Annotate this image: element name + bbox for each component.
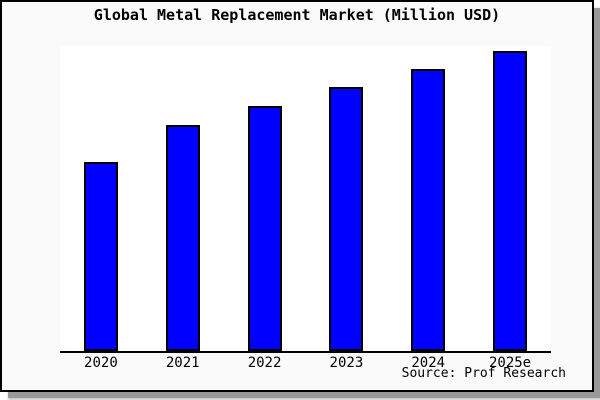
chart-title: Global Metal Replacement Market (Million… [93, 6, 501, 24]
x-tick-label-2020: 2020 [84, 355, 118, 371]
x-axis-labels: 2020 2021 2022 2023 2024 2025e [60, 355, 551, 371]
bar-slot [469, 46, 551, 351]
x-tick-label-2022: 2022 [247, 355, 282, 371]
bar-2022 [247, 106, 282, 351]
bar-2020 [83, 162, 118, 351]
bar-2025e [493, 51, 528, 351]
x-tick-label-2024: 2024 [411, 355, 446, 371]
bar-slot [142, 46, 224, 351]
x-tick-label-2021: 2021 [165, 355, 200, 371]
bar-slot [60, 46, 142, 351]
bar-2024 [411, 69, 446, 351]
source-credit: Source: Prof Research [401, 366, 566, 381]
chart-frame: Global Metal Replacement Market (Million… [0, 0, 594, 392]
bar-2023 [329, 87, 364, 351]
x-axis-line [60, 351, 551, 353]
bar-slot [305, 46, 387, 351]
x-tick-label-2023: 2023 [329, 355, 364, 371]
x-tick-label-2025e: 2025e [488, 355, 532, 371]
bar-slot [387, 46, 469, 351]
bar-slot [224, 46, 306, 351]
plot-area [60, 46, 551, 351]
bar-2021 [165, 125, 200, 351]
bars-group [60, 46, 551, 351]
